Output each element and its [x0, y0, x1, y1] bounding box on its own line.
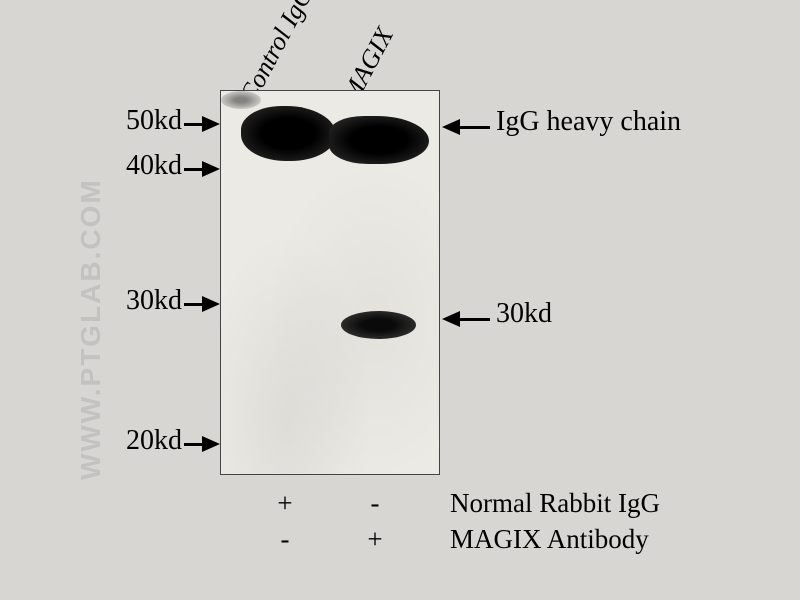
mw-label-40kd: 40kd	[112, 150, 182, 182]
band-target-30kd	[341, 311, 416, 339]
western-blot	[220, 90, 440, 475]
figure-container: WWW.PTGLAB.COM Control IgG MAGIX 50kd 40…	[0, 0, 800, 600]
cell-control-row1: +	[240, 488, 330, 519]
cell-sample-row1: -	[330, 488, 420, 519]
cell-label-row1: Normal Rabbit IgG	[420, 488, 660, 519]
arrow-igg-heavy	[442, 118, 490, 136]
mw-arrow-50kd	[184, 115, 220, 133]
condition-table: + - Normal Rabbit IgG - + MAGIX Antibody	[240, 485, 660, 557]
cell-control-row2: -	[240, 524, 330, 555]
mw-text-40kd: 40kd	[126, 150, 182, 181]
band-igg-heavy-lane1	[241, 106, 336, 161]
arrow-30kd	[442, 310, 490, 328]
cell-label-row2: MAGIX Antibody	[420, 524, 649, 555]
mw-text-30kd: 30kd	[126, 285, 182, 316]
mw-label-20kd: 20kd	[112, 425, 182, 457]
label-30kd: 30kd	[496, 298, 552, 330]
label-igg-heavy: IgG heavy chain	[496, 106, 681, 138]
mw-arrow-40kd	[184, 160, 220, 178]
table-row: - + MAGIX Antibody	[240, 521, 660, 557]
mw-text-20kd: 20kd	[126, 425, 182, 456]
watermark: WWW.PTGLAB.COM	[75, 178, 107, 480]
mw-arrow-20kd	[184, 435, 220, 453]
mw-label-50kd: 50kd	[112, 105, 182, 137]
table-row: + - Normal Rabbit IgG	[240, 485, 660, 521]
mw-arrow-30kd	[184, 295, 220, 313]
mw-label-30kd: 30kd	[112, 285, 182, 317]
band-igg-heavy-lane2	[329, 116, 429, 164]
cell-sample-row2: +	[330, 524, 420, 555]
mw-text-50kd: 50kd	[126, 105, 182, 136]
